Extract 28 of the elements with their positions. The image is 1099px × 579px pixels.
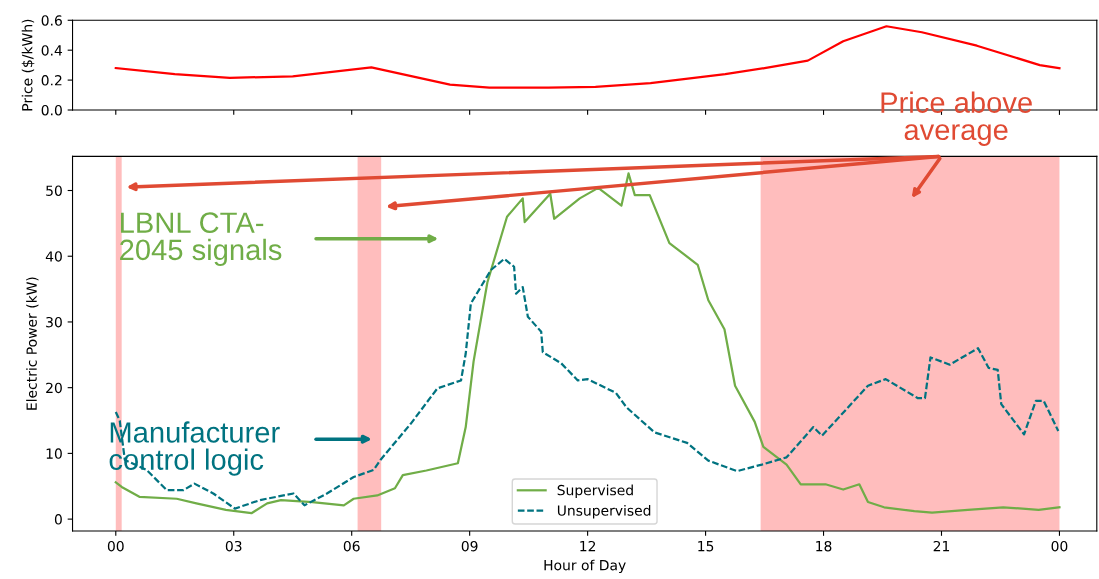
annotation: LBNL CTA- 2045 signals: [120, 212, 282, 266]
legend-label: Unsupervised: [557, 505, 651, 519]
y-tick-label: 20: [46, 382, 62, 394]
line-series: [114, 25, 1061, 89]
x-tick-label: 18: [816, 540, 832, 552]
x-tick-label: 06: [343, 540, 360, 552]
y-tick-label: 0: [54, 514, 62, 525]
x-tick-label: 00: [107, 540, 124, 552]
x-tick-label: 21: [933, 540, 950, 552]
y-tick-label: 0.0: [41, 104, 62, 116]
y-tick-label: 0.6: [41, 15, 62, 26]
y-tick-label: 10: [46, 448, 62, 459]
y-tick-label: 0.4: [41, 45, 63, 56]
legend-label: Supervised: [557, 484, 633, 499]
x-tick-label: 03: [225, 540, 242, 552]
x-tick-label: 00: [1051, 540, 1068, 552]
y-axis-title: Price ($/kWh): [21, 19, 35, 111]
y-tick-label: 40: [45, 251, 62, 262]
x-tick-label: 09: [461, 540, 478, 552]
y-axis-title: Electric Power (kW): [26, 277, 39, 410]
x-tick-label: 12: [580, 540, 596, 552]
y-tick-label: 50: [46, 185, 62, 196]
y-tick-label: 30: [46, 316, 62, 328]
annotation: Price above average: [881, 91, 1032, 146]
x-axis-title: Hour of Day: [544, 559, 626, 574]
annotation: Manufacturer control logic: [109, 421, 280, 476]
x-tick-label: 15: [698, 541, 714, 552]
y-tick-label: 0.2: [41, 75, 62, 86]
